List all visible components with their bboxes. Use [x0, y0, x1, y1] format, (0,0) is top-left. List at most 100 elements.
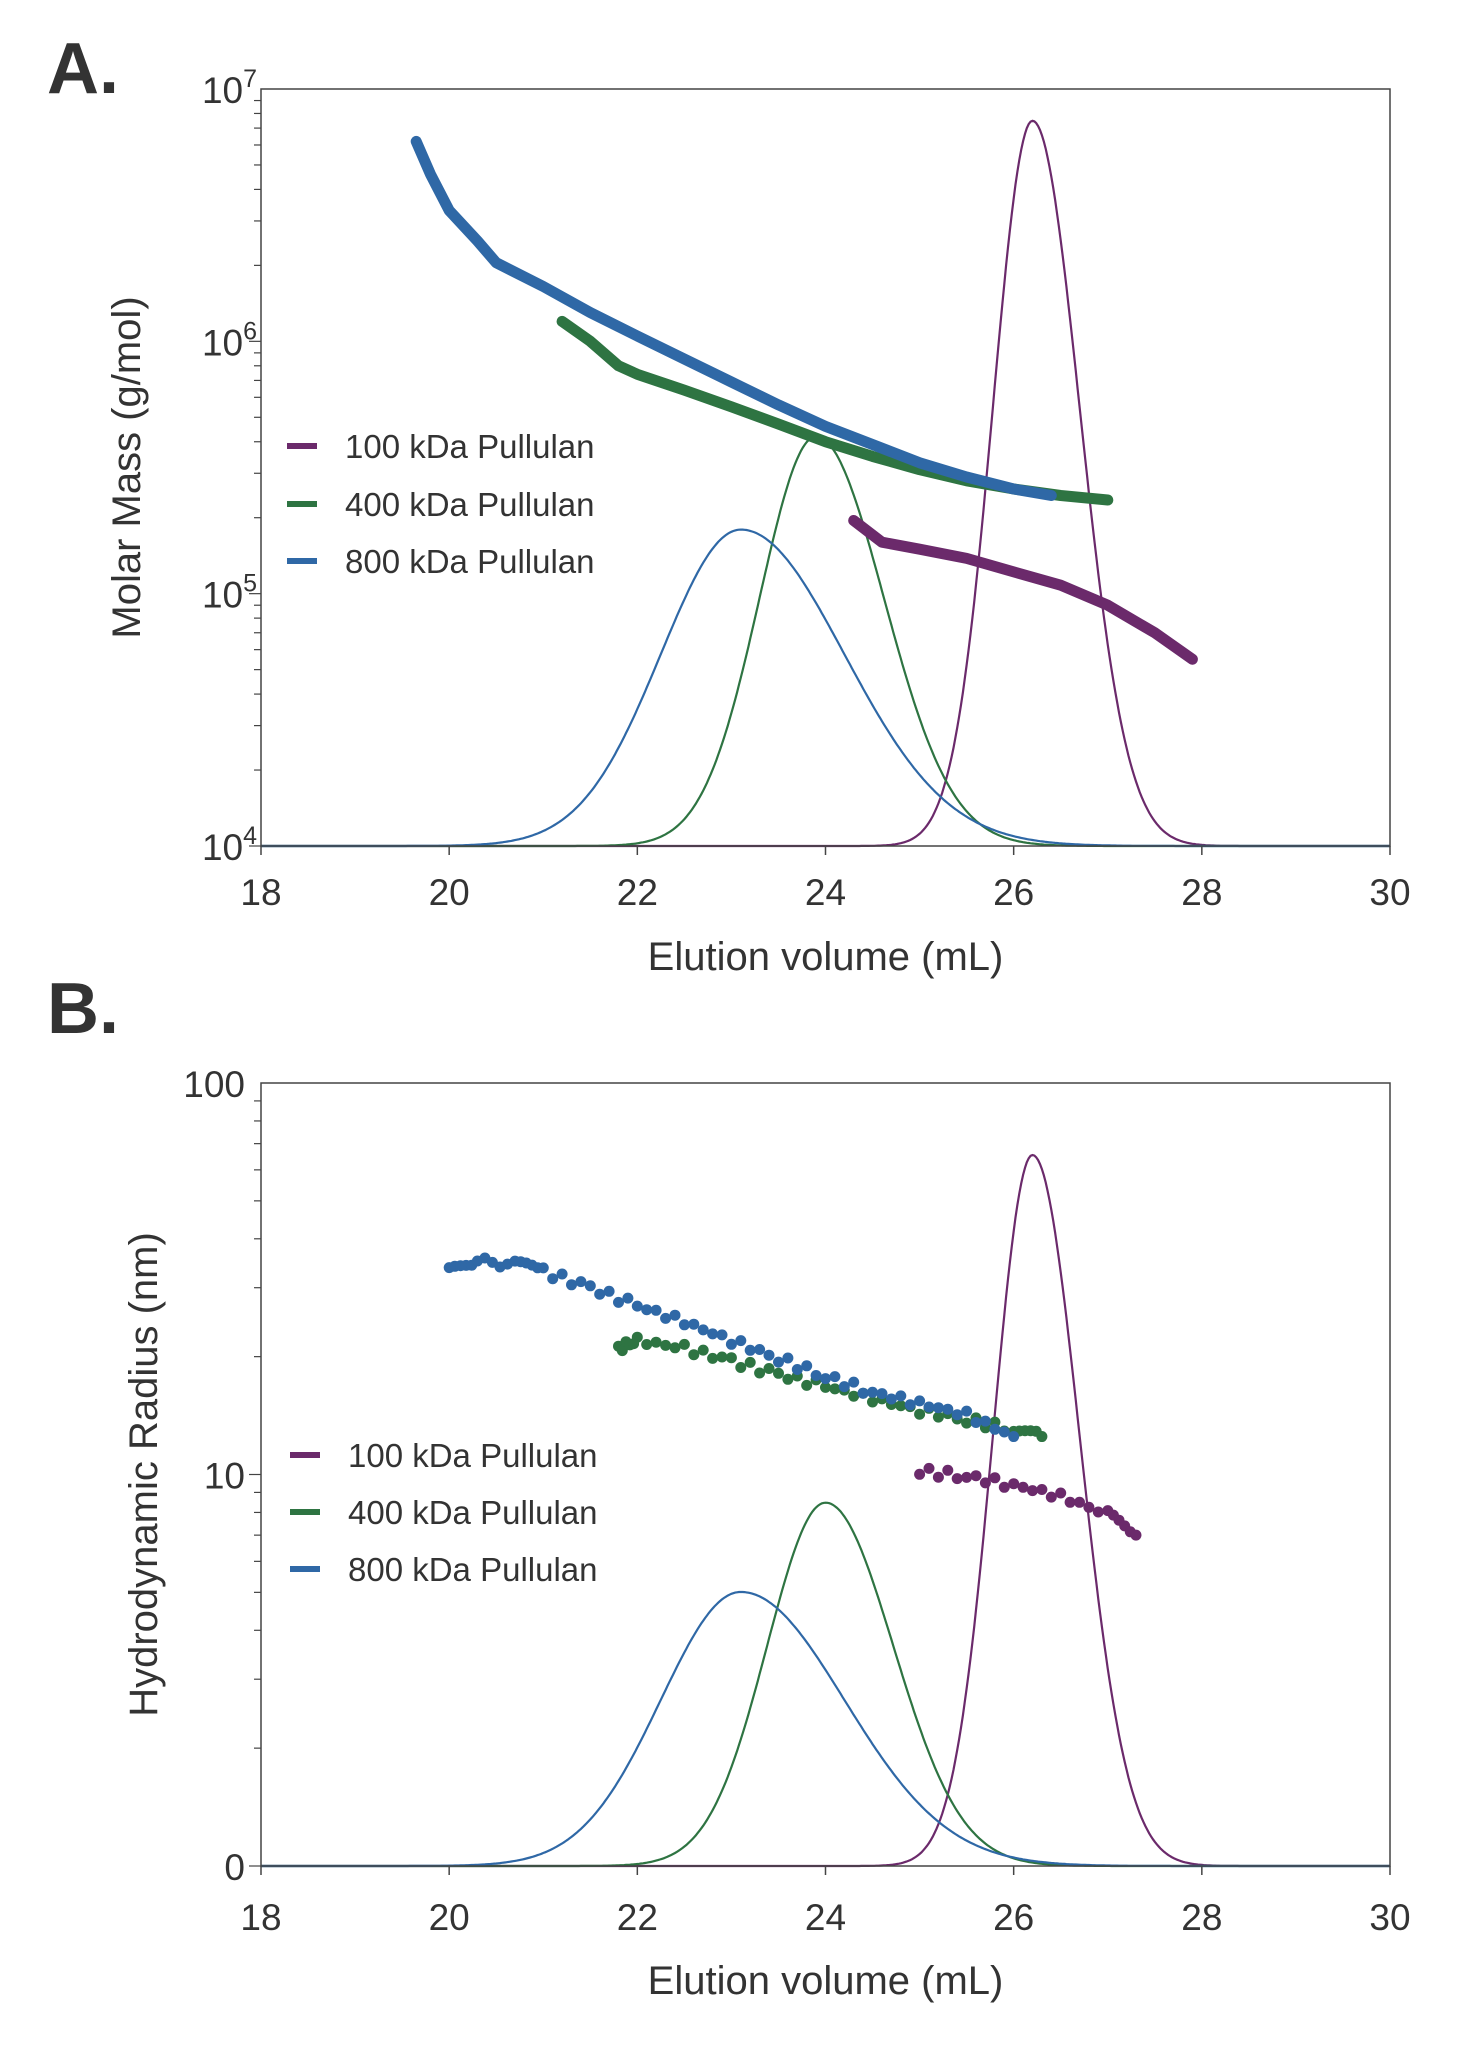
data-point [914, 1408, 926, 1420]
x-tick-label: 22 [617, 872, 658, 913]
x-tick-label: 30 [1369, 1897, 1410, 1938]
data-point [801, 1379, 813, 1391]
data-point [754, 1344, 766, 1355]
data-point [669, 1309, 681, 1321]
data-point [961, 1405, 973, 1417]
x-tick-label: 30 [1369, 872, 1410, 913]
data-point [763, 1363, 775, 1374]
data-point [961, 1471, 973, 1483]
plot-frame [260, 1082, 1391, 1867]
data-point [735, 1335, 747, 1347]
data-point [1008, 1478, 1020, 1490]
data-point [622, 1292, 634, 1304]
data-point [895, 1400, 907, 1412]
data-point [688, 1318, 700, 1330]
data-point [979, 1477, 991, 1489]
x-tick-label: 26 [993, 872, 1034, 913]
series-100kda [914, 1462, 1142, 1541]
data-point [857, 1387, 869, 1399]
data-point [1092, 1506, 1104, 1518]
x-tick-label: 22 [617, 1897, 658, 1938]
data-point [641, 1339, 653, 1350]
data-point [725, 1338, 737, 1350]
data-point [697, 1344, 709, 1356]
data-point [998, 1481, 1010, 1493]
data-point [707, 1352, 719, 1364]
panel-a: A. 18 20 22 24 26 28 30 Elution volume (mL) 104 10… [47, 29, 1411, 979]
data-point [1036, 1431, 1048, 1443]
legend: 100 kDa Pullulan 400 kDa Pullulan 800 kDa … [290, 1437, 598, 1588]
x-axis-title: Elution volume (mL) [648, 935, 1004, 979]
legend-label: 800 kDa Pullulan [345, 543, 595, 580]
data-point [547, 1273, 559, 1285]
data-point [942, 1403, 954, 1415]
data-point [566, 1279, 577, 1291]
data-point [1045, 1491, 1057, 1503]
data-point [820, 1373, 831, 1385]
series-400kda [556, 315, 1114, 506]
y-axis-title: Molar Mass (g/mol) [105, 296, 149, 638]
data-point [829, 1383, 841, 1395]
panel-label: A. [47, 29, 119, 109]
data-point [904, 1399, 916, 1411]
data-point [848, 1390, 860, 1402]
panel-label: B. [47, 969, 119, 1049]
data-point [1008, 1431, 1020, 1443]
data-point [631, 1300, 643, 1312]
data-point [631, 1331, 643, 1343]
data-point [754, 1367, 766, 1379]
series-800kda [410, 135, 1057, 501]
data-point [914, 1395, 926, 1407]
chromatogram-100kda [261, 119, 1390, 848]
series-100kda [848, 515, 1198, 665]
data-point [1055, 1487, 1067, 1499]
x-tick-label: 28 [1181, 1897, 1222, 1938]
data-point [820, 1381, 831, 1393]
data-point [1027, 1485, 1038, 1497]
data-point [707, 1328, 719, 1340]
data-point [688, 1349, 700, 1361]
data-point [885, 1393, 897, 1405]
legend-label: 400 kDa Pullulan [345, 486, 595, 523]
series-800kda [443, 1252, 1020, 1443]
data-point [616, 1345, 628, 1357]
data-point [998, 1426, 1010, 1438]
x-tick-label: 20 [429, 872, 470, 913]
data-point [660, 1312, 672, 1324]
y-tick-label: 104 [202, 822, 257, 868]
data-point [867, 1396, 878, 1408]
data-point [735, 1362, 747, 1373]
legend-label: 800 kDa Pullulan [348, 1551, 598, 1588]
data-point [989, 1472, 1001, 1484]
data-point [716, 1329, 728, 1341]
legend-label: 100 kDa Pullulan [345, 428, 595, 465]
data-point [678, 1319, 690, 1331]
plot-frame [260, 88, 1391, 847]
data-point [773, 1356, 784, 1368]
data-point [650, 1336, 662, 1348]
data-point [895, 1390, 907, 1402]
data-point [1083, 1501, 1095, 1513]
data-point [829, 1371, 841, 1383]
data-point [773, 1367, 784, 1379]
data-point [603, 1285, 615, 1297]
data-point [744, 1356, 756, 1368]
data-point [923, 1401, 935, 1413]
data-point [594, 1288, 606, 1300]
data-point [914, 1468, 926, 1480]
data-point [613, 1296, 624, 1308]
data-point [932, 1411, 944, 1423]
data-point [744, 1344, 756, 1356]
x-axis-title: Elution volume (mL) [648, 1959, 1004, 2003]
data-point [951, 1409, 963, 1421]
data-point [961, 1417, 973, 1429]
data-point [782, 1373, 794, 1385]
x-tick-label: 28 [1181, 872, 1222, 913]
data-point [660, 1339, 672, 1351]
data-point [810, 1370, 822, 1381]
data-point [791, 1364, 803, 1375]
data-point [801, 1360, 813, 1372]
data-point [876, 1388, 888, 1400]
data-point [678, 1338, 690, 1350]
